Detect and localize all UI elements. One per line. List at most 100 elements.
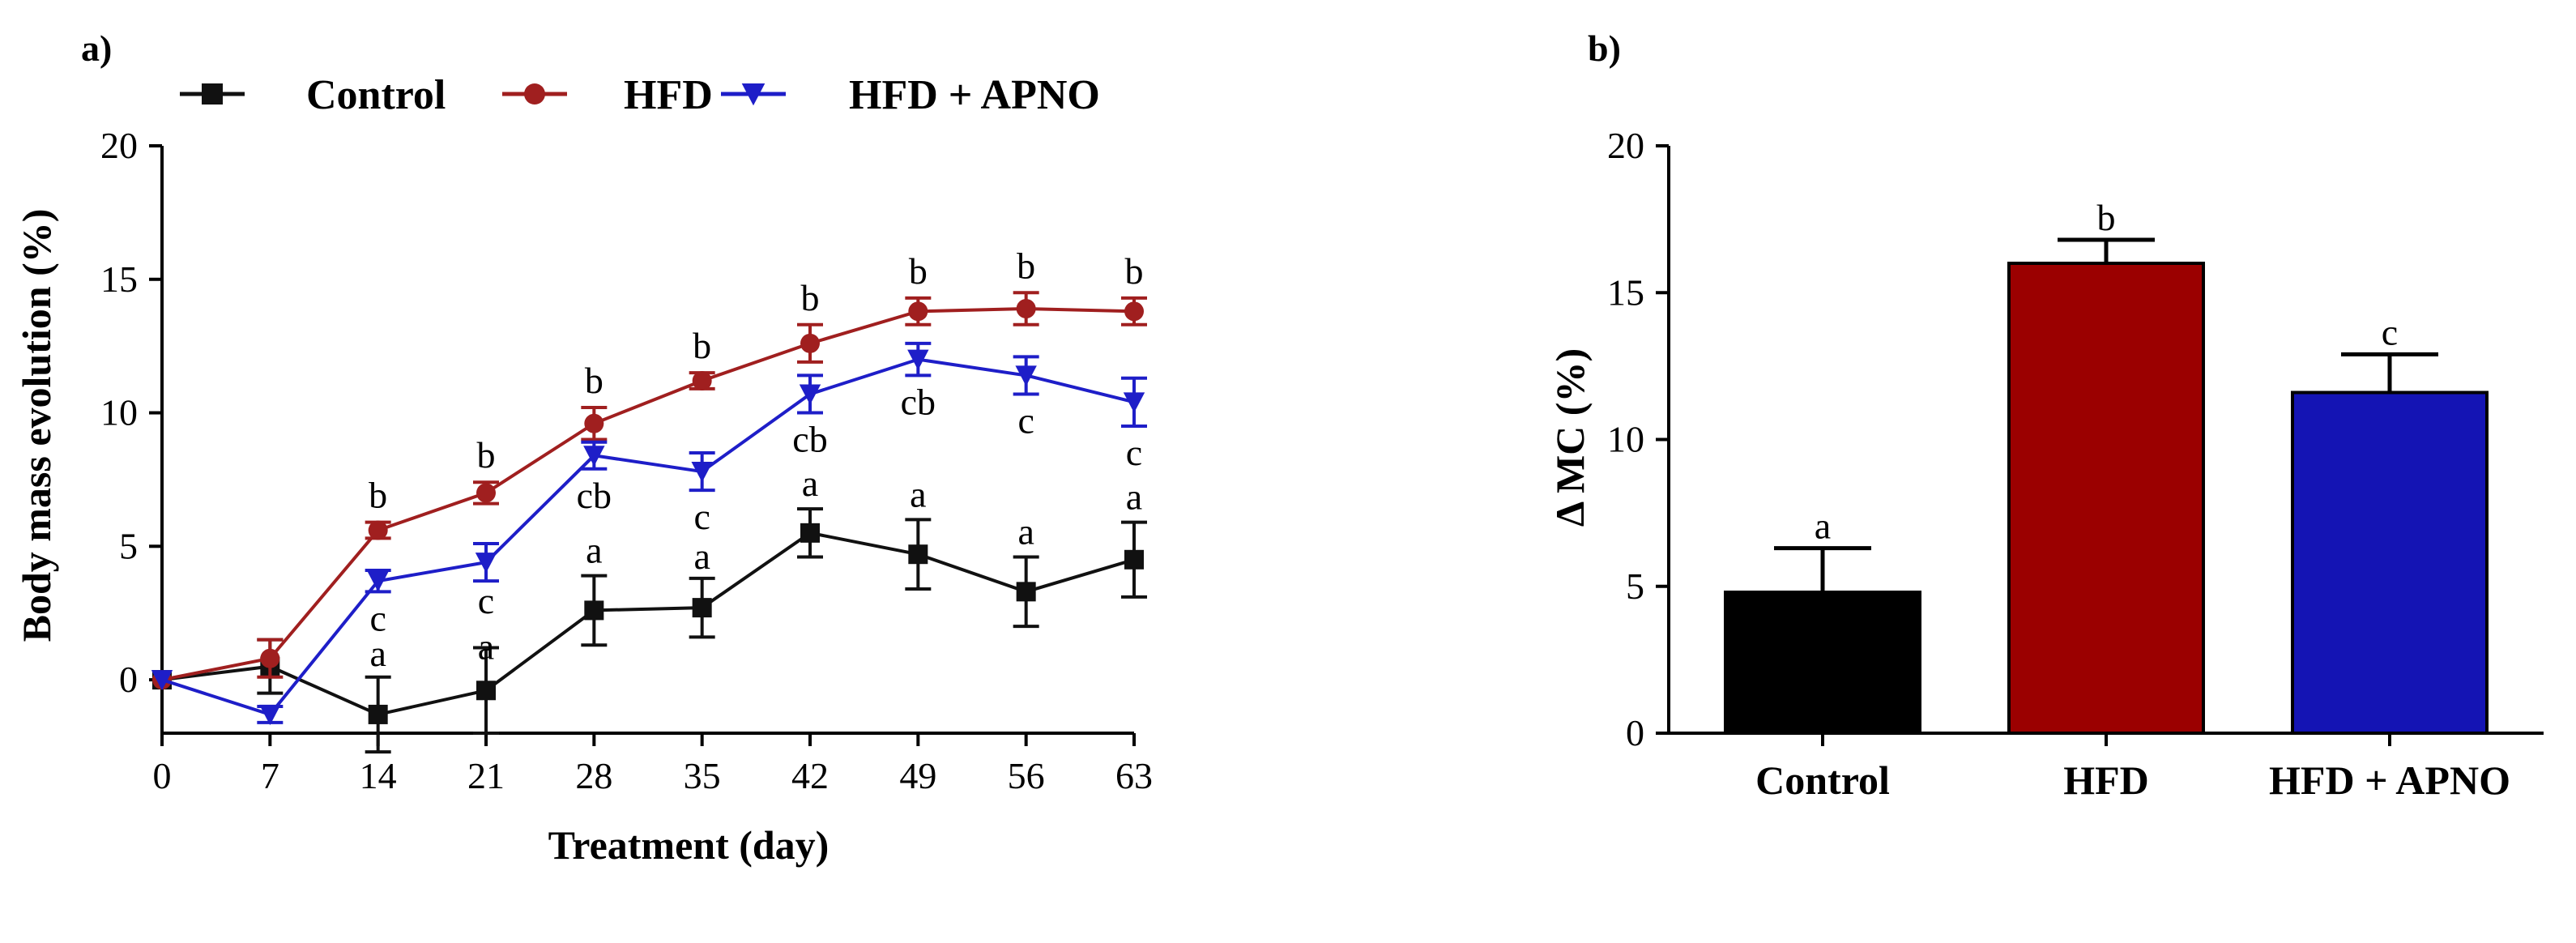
x-axis-ticks: 0 7 14 21 28 35 42 49 56 63 (153, 733, 1153, 796)
significance-letter: b (909, 250, 928, 292)
data-point (151, 670, 173, 691)
bar (2291, 390, 2489, 735)
panel-a-line-chart: a) Control HFD HFD + APNO 0 5 10 15 20 0 7 14 21 2… (14, 28, 1153, 868)
bar (2007, 262, 2205, 735)
data-point (1016, 299, 1036, 319)
data-point (368, 704, 388, 724)
x-tick-label: 63 (1115, 755, 1153, 796)
x-tick-label: 56 (1008, 755, 1045, 796)
data-point (799, 384, 821, 405)
bar (1724, 591, 1921, 735)
x-tick-label: 35 (684, 755, 721, 796)
y-tick-label: 5 (1626, 565, 1644, 607)
significance-letter: cb (792, 419, 827, 460)
y-axis-label: Body mass evolution (%) (14, 209, 59, 642)
x-tick-label: 7 (261, 755, 279, 796)
data-point (584, 413, 604, 433)
significance-letter: b (477, 434, 496, 476)
data-point (908, 301, 928, 322)
legend-label: Control (306, 72, 446, 118)
significance-letter: c (693, 496, 710, 537)
legend-marker (524, 83, 545, 105)
significance-letter: a (1017, 511, 1034, 553)
significance-letter: b (2097, 197, 2116, 238)
x-axis-label: Treatment (day) (548, 822, 830, 868)
data-point (692, 371, 712, 390)
y-tick-label: 15 (100, 258, 138, 300)
legend-item: HFD (502, 72, 713, 118)
data-point (692, 598, 712, 618)
data-point (476, 681, 496, 701)
significance-letter: b (585, 360, 603, 401)
legend: Control HFD HFD + APNO (180, 72, 1100, 118)
series-line (161, 531, 1135, 717)
panel-b-bar-chart: b) 0 5 10 15 20 a b c Control HFD HFD + APNO Δ M… (1547, 28, 2544, 803)
data-point (368, 520, 388, 540)
significance-letter: a (1815, 506, 1831, 547)
legend-marker (202, 83, 223, 105)
panel-b-label: b) (1588, 28, 1621, 69)
y-tick-label: 10 (100, 392, 138, 433)
y-tick-label: 0 (119, 659, 138, 700)
data-point (583, 446, 605, 467)
significance-letter: a (693, 536, 710, 577)
legend-item: Control (180, 72, 446, 118)
x-tick-label: Control (1755, 757, 1890, 803)
data-point (260, 648, 280, 668)
significance-letter: a (1126, 476, 1142, 518)
significance-letter: a (369, 633, 386, 674)
y-tick-label: 15 (1607, 271, 1644, 313)
data-point (1015, 365, 1037, 386)
legend-item: HFD + APNO (721, 72, 1100, 118)
data-point (1124, 301, 1144, 322)
significance-letter: c (369, 597, 386, 638)
x-tick-label: 28 (575, 755, 612, 796)
significance-letter: a (586, 530, 602, 571)
data-point (367, 571, 389, 592)
data-point (907, 349, 929, 370)
series-hfd (152, 291, 1147, 690)
legend-label: HFD + APNO (849, 72, 1100, 118)
significance-letter: b (369, 475, 387, 516)
significance-letter: b (1125, 250, 1144, 292)
legend-marker (741, 83, 766, 106)
significance-letter: a (478, 626, 494, 668)
data-point (908, 544, 928, 565)
data-point (1016, 582, 1036, 602)
significance-letter: b (801, 277, 820, 318)
data-point (1124, 549, 1144, 570)
panel-a-label: a) (81, 28, 112, 69)
x-tick-label: 21 (467, 755, 505, 796)
bar-hfd-apno: c (2291, 311, 2489, 735)
x-tick-label: HFD + APNO (2269, 757, 2510, 803)
y-tick-label: 0 (1626, 712, 1644, 753)
significance-letter: a (910, 473, 926, 514)
bar-control: a (1724, 506, 1921, 735)
bar-hfd: b (2007, 197, 2205, 735)
x-tick-label: 14 (360, 755, 397, 796)
significance-letter: b (1017, 245, 1035, 286)
x-tick-label: HFD (2063, 757, 2149, 803)
significance-letter: cb (577, 475, 612, 516)
significance-letter: a (802, 463, 818, 504)
series-hfd-apno (151, 341, 1147, 726)
y-tick-label: 5 (119, 525, 138, 566)
data-point (800, 333, 820, 353)
data-point (1123, 392, 1145, 413)
significance-letter: c (478, 580, 494, 621)
legend-label: HFD (624, 72, 713, 118)
data-point (475, 553, 497, 574)
significance-letter: cb (901, 381, 936, 422)
data-point (800, 523, 820, 543)
y-axis-ticks: 0 5 10 15 20 (1607, 125, 1669, 753)
x-tick-label: 49 (899, 755, 936, 796)
x-tick-label: 0 (153, 755, 172, 796)
data-point (691, 462, 713, 483)
significance-letter: c (2382, 311, 2398, 352)
series-control (152, 507, 1147, 754)
series-group (151, 291, 1147, 754)
x-axis-tick-labels: Control HFD HFD + APNO (1755, 733, 2510, 803)
y-tick-label: 10 (1607, 419, 1644, 460)
